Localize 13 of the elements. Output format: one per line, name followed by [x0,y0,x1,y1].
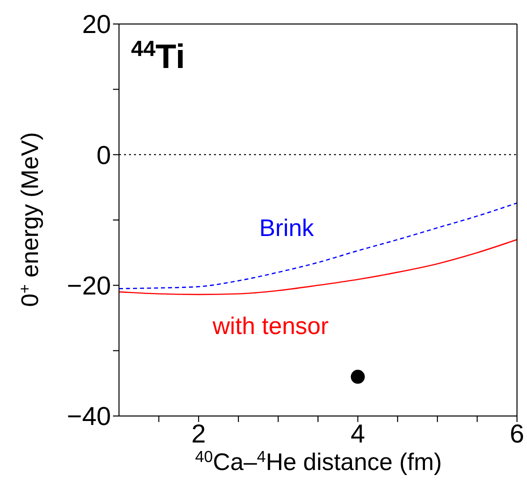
series-label: Brink [259,214,315,242]
x-axis-title: $^{40}$Ca–$^{4}$He distance (fm) [195,448,442,476]
y-tick-label: 20 [82,9,111,40]
line-series [119,239,517,296]
series-label: with tensor [212,313,329,340]
chart-title: $^{44}$Ti [131,36,186,76]
x-tick-label: 2 [191,418,206,448]
y-tick-label: −40 [66,401,111,432]
x-tick-label: 4 [350,418,366,448]
y-tick-label: 0 [96,140,111,170]
line-series [119,202,517,290]
x-tick-label: 6 [510,418,524,448]
y-tick-label: −20 [66,270,111,301]
